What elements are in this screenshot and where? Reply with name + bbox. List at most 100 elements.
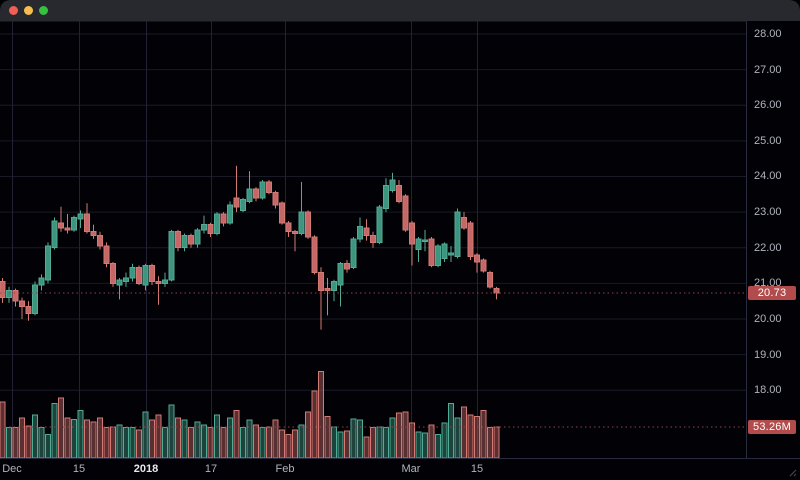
candle-body xyxy=(435,245,441,267)
candle-body xyxy=(194,229,201,245)
candle-body xyxy=(272,192,279,206)
volume-bar xyxy=(12,427,19,459)
volume-bar xyxy=(357,419,363,459)
volume-bar xyxy=(25,425,32,459)
resize-handle-icon[interactable] xyxy=(787,467,797,477)
price-axis-label: 21.00 xyxy=(754,277,782,290)
candle-body xyxy=(396,184,402,202)
volume-bar xyxy=(454,417,461,459)
volume-bar xyxy=(6,427,12,459)
candle-body xyxy=(311,236,318,274)
candle-body xyxy=(136,266,142,284)
volume-bar xyxy=(97,417,103,459)
candle-body xyxy=(71,216,77,231)
last-volume-tag: 53.26M xyxy=(748,420,796,434)
candle-body xyxy=(246,188,253,202)
volume-bar xyxy=(38,427,45,459)
candle-body xyxy=(253,188,259,199)
candle-body xyxy=(415,238,422,251)
volume-bar xyxy=(389,417,396,459)
volume-bar xyxy=(45,434,51,459)
volume-bar xyxy=(116,424,123,459)
volume-bar xyxy=(337,431,344,459)
close-button[interactable] xyxy=(9,6,18,15)
candle-body xyxy=(285,222,292,233)
volume-bar xyxy=(110,426,116,459)
price-axis-label: 25.00 xyxy=(754,134,782,147)
volume-bar xyxy=(396,412,402,459)
candle-body xyxy=(474,254,480,263)
volume-bar xyxy=(168,404,175,459)
candle-body xyxy=(363,227,370,236)
candle-body xyxy=(188,234,194,245)
candle-body xyxy=(123,277,129,283)
candle-body xyxy=(357,225,363,240)
candle-body xyxy=(344,263,350,270)
volume-bar xyxy=(64,417,71,459)
candle-body xyxy=(110,263,116,284)
price-axis-label: 20.00 xyxy=(754,312,782,325)
volume-bar xyxy=(233,409,240,459)
volume-bar xyxy=(298,424,305,459)
candle-body xyxy=(181,234,188,249)
window-titlebar[interactable] xyxy=(0,0,800,22)
candle-body xyxy=(6,289,12,299)
volume-bar xyxy=(129,427,136,459)
candle-body xyxy=(116,279,123,286)
volume-bar xyxy=(214,414,220,459)
candlestick-chart-surface[interactable] xyxy=(0,21,746,459)
candle-body xyxy=(409,222,415,245)
candle-body xyxy=(84,213,90,233)
price-axis-label: 19.00 xyxy=(754,348,782,361)
price-axis[interactable]: 20.73 53.26M 28.00 27.00 26.00 25.00 24.00 23… xyxy=(746,21,800,458)
volume-bar xyxy=(428,424,435,459)
volume-bar xyxy=(0,401,6,459)
volume-bar xyxy=(77,409,84,459)
candle-body xyxy=(389,179,396,192)
volume-bar xyxy=(51,402,58,459)
candle-body xyxy=(227,204,233,224)
volume-bar xyxy=(103,427,110,459)
volume-bar xyxy=(441,422,448,459)
time-axis[interactable]: Dec 15 2018 17 Feb Mar 15 xyxy=(0,458,800,480)
time-axis-label: 15 xyxy=(470,463,484,475)
candle-body xyxy=(480,259,487,272)
volume-bar xyxy=(84,419,90,459)
candle-body xyxy=(448,252,454,256)
candle-body xyxy=(149,265,155,283)
candle-body xyxy=(25,305,32,315)
candle-body xyxy=(487,272,493,288)
candle-body xyxy=(292,231,298,234)
volume-bar xyxy=(467,414,474,459)
volume-bar xyxy=(285,434,292,459)
candlestick-chart[interactable] xyxy=(0,21,746,459)
minimize-button[interactable] xyxy=(24,6,33,15)
candle-body xyxy=(201,224,207,231)
candle-body xyxy=(461,216,467,229)
candle-body xyxy=(324,288,331,291)
candle-body xyxy=(383,184,389,210)
candle-body xyxy=(259,181,266,199)
candle-body xyxy=(168,231,175,281)
volume-bar xyxy=(246,419,253,459)
volume-bar xyxy=(344,430,350,459)
price-axis-label: 23.00 xyxy=(754,206,782,219)
candle-body xyxy=(493,288,500,294)
candle-body xyxy=(376,206,383,243)
volume-bar xyxy=(123,427,129,459)
volume-bar xyxy=(253,424,259,459)
candle-body xyxy=(428,238,435,267)
volume-bar xyxy=(240,427,246,459)
zoom-button[interactable] xyxy=(39,6,48,15)
candle-body xyxy=(298,211,305,234)
volume-bar xyxy=(71,419,77,459)
last-price-tag: 20.73 xyxy=(748,285,796,300)
candle-body xyxy=(454,211,461,258)
candle-body xyxy=(162,279,168,284)
candle-body xyxy=(77,213,84,220)
candle-body xyxy=(12,289,19,302)
candle-body xyxy=(0,281,6,299)
candle-body xyxy=(266,181,272,194)
volume-bar xyxy=(324,416,331,459)
